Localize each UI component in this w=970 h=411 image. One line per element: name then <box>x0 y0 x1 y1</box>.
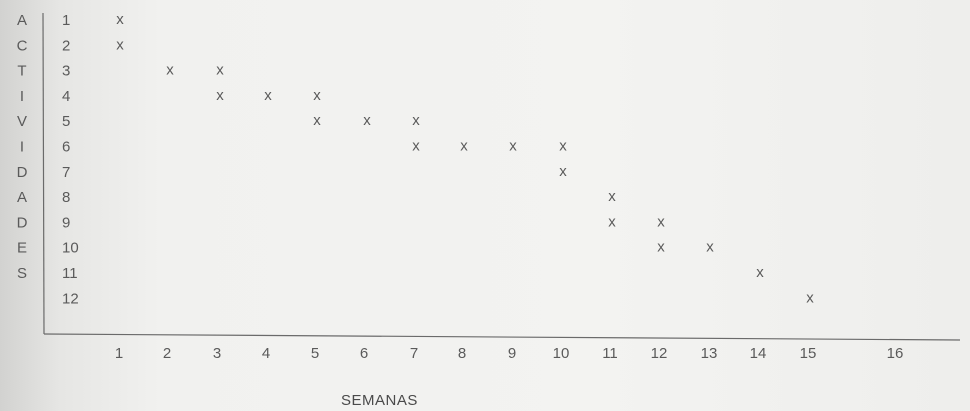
x-tick-label: 2 <box>163 345 171 362</box>
y-axis-label-letter: C <box>17 37 28 54</box>
x-tick-label: 5 <box>311 345 319 362</box>
y-tick-label: 11 <box>62 265 78 282</box>
x-tick-label: 4 <box>262 345 270 362</box>
x-tick-label: 8 <box>458 345 466 362</box>
x-tick-label: 11 <box>602 345 618 362</box>
y-axis-label-letter: S <box>17 265 27 282</box>
data-point: x <box>313 87 321 104</box>
x-axis-label: SEMANAS <box>341 392 418 409</box>
data-point: x <box>706 239 714 256</box>
data-point: x <box>412 138 420 155</box>
data-point: x <box>756 264 764 281</box>
x-axis-line <box>43 333 961 341</box>
x-tick-label: 13 <box>701 345 718 362</box>
data-point: x <box>166 62 174 79</box>
x-tick-label: 15 <box>800 345 817 362</box>
data-point: x <box>412 112 420 129</box>
data-point: x <box>657 239 665 256</box>
y-tick-label: 1 <box>62 12 70 29</box>
y-axis-label-letter: T <box>17 63 26 80</box>
data-point: x <box>116 36 124 53</box>
x-tick-label: 14 <box>750 345 767 362</box>
y-tick-label: 8 <box>62 189 70 206</box>
data-point: x <box>363 112 371 129</box>
data-point: x <box>509 138 517 155</box>
data-point: x <box>313 112 321 129</box>
y-tick-label: 7 <box>62 164 70 181</box>
data-point: x <box>608 213 616 230</box>
data-point: x <box>657 213 665 230</box>
data-point: x <box>216 87 224 104</box>
y-tick-label: 4 <box>62 88 70 105</box>
y-axis-label-letter: I <box>20 139 24 156</box>
y-axis-label-letter: V <box>17 113 27 130</box>
y-tick-label: 3 <box>62 63 70 80</box>
data-point: x <box>264 87 272 104</box>
y-axis-label-letter: E <box>17 240 27 257</box>
y-tick-label: 6 <box>62 139 70 156</box>
data-point: x <box>806 289 814 306</box>
data-point: x <box>608 188 616 205</box>
x-tick-label: 16 <box>887 345 904 362</box>
y-axis-label-letter: I <box>20 88 24 105</box>
y-tick-label: 5 <box>62 113 70 130</box>
y-axis-label-letter: D <box>17 214 28 231</box>
x-tick-label: 9 <box>508 345 516 362</box>
data-point: x <box>116 11 124 28</box>
x-tick-label: 7 <box>410 345 418 362</box>
y-tick-label: 10 <box>62 240 79 257</box>
x-tick-label: 10 <box>553 345 570 362</box>
x-tick-labels: 1 2 3 4 5 6 7 8 9 10 11 12 13 14 15 16 <box>115 345 904 362</box>
y-axis-label-letter: D <box>17 164 28 181</box>
x-tick-label: 12 <box>651 345 668 362</box>
x-tick-label: 6 <box>360 345 368 362</box>
x-tick-label: 3 <box>213 345 221 362</box>
data-point: x <box>460 138 468 155</box>
y-axis-label-letter: A <box>17 189 27 206</box>
data-point: x <box>559 138 567 155</box>
y-axis-label-letter: A <box>17 12 27 29</box>
y-tick-label: 12 <box>62 290 79 307</box>
y-axis-line <box>42 12 45 335</box>
data-point: x <box>559 163 567 180</box>
data-point: x <box>216 62 224 79</box>
x-tick-label: 1 <box>115 345 123 362</box>
y-tick-label: 2 <box>62 37 70 54</box>
y-tick-label: 9 <box>62 214 70 231</box>
